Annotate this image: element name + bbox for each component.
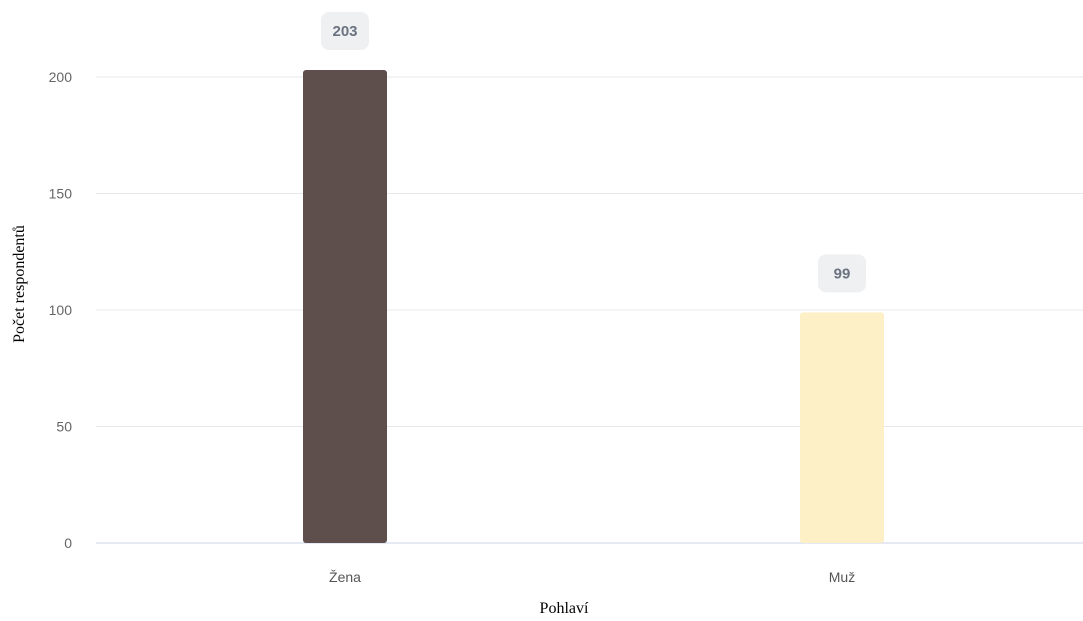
- data-label-text: 203: [332, 23, 357, 40]
- bars: [303, 70, 884, 543]
- x-axis-title: Pohlaví: [540, 600, 589, 617]
- gridlines: [96, 76, 1083, 544]
- y-tick-label: 100: [49, 302, 73, 318]
- data-label-text: 99: [834, 265, 851, 282]
- y-tick-labels: 0 50 100 150 200: [49, 69, 73, 551]
- y-tick-label: 200: [49, 69, 73, 85]
- y-axis-title: Počet respondentů: [11, 225, 28, 343]
- data-label: 99: [818, 254, 866, 293]
- x-tick-label: Muž: [829, 569, 855, 585]
- data-label-badge: [818, 254, 866, 293]
- y-tick-label: 0: [64, 535, 72, 551]
- bar: [303, 70, 387, 543]
- x-tick-label: Žena: [329, 569, 361, 585]
- y-tick-label: 150: [49, 186, 73, 202]
- y-tick-label: 50: [56, 419, 72, 435]
- x-tick-labels: Žena Muž: [329, 569, 855, 585]
- data-label-badge: [321, 12, 369, 51]
- data-label: 203: [321, 12, 369, 51]
- data-labels: 203 99: [321, 12, 866, 293]
- bar: [800, 312, 884, 543]
